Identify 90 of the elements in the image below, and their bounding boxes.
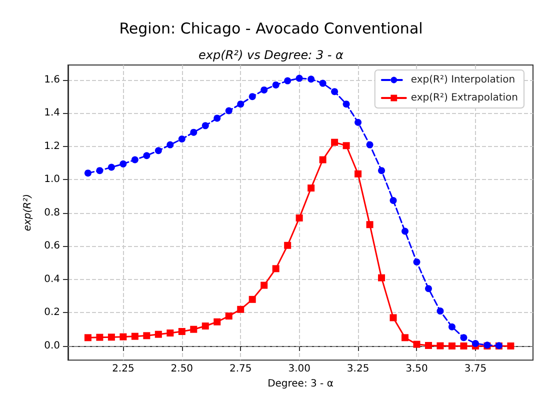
point bbox=[96, 167, 104, 174]
y-tick-label: 1.2 bbox=[44, 140, 60, 152]
point bbox=[436, 308, 444, 315]
point bbox=[166, 141, 174, 148]
point bbox=[84, 334, 92, 342]
point bbox=[366, 221, 374, 228]
point bbox=[354, 170, 362, 178]
point bbox=[472, 340, 479, 347]
point bbox=[284, 242, 292, 249]
point bbox=[131, 156, 138, 164]
point bbox=[460, 334, 468, 342]
y-tick-label: 0.4 bbox=[44, 274, 60, 285]
point bbox=[190, 326, 198, 333]
point bbox=[296, 74, 303, 82]
x-tick-label: 3.00 bbox=[288, 364, 310, 375]
point bbox=[402, 228, 409, 235]
y-tick-label: 0.6 bbox=[44, 240, 60, 252]
point bbox=[308, 184, 315, 192]
point bbox=[354, 118, 362, 126]
point bbox=[190, 128, 198, 136]
point bbox=[108, 334, 115, 341]
y-axis-title: exp(R²) bbox=[22, 194, 34, 232]
point bbox=[120, 333, 127, 340]
point bbox=[248, 296, 256, 303]
point bbox=[342, 142, 350, 150]
y-tick-label: 0.8 bbox=[44, 207, 60, 218]
point bbox=[390, 197, 397, 204]
y-tick-label: 1.6 bbox=[44, 74, 60, 86]
point bbox=[448, 342, 456, 350]
point bbox=[248, 93, 256, 100]
point bbox=[202, 322, 209, 330]
point bbox=[460, 342, 468, 350]
point bbox=[202, 122, 209, 130]
point bbox=[378, 274, 386, 282]
point bbox=[166, 330, 174, 336]
point bbox=[390, 314, 397, 322]
point bbox=[84, 170, 92, 177]
point bbox=[448, 323, 456, 330]
point bbox=[120, 160, 127, 168]
point bbox=[154, 147, 162, 154]
point bbox=[402, 334, 409, 342]
point bbox=[272, 81, 280, 88]
point bbox=[366, 141, 374, 148]
point bbox=[225, 107, 232, 114]
point bbox=[319, 156, 326, 164]
chart-title: Region: Chicago - Avocado Conventional bbox=[119, 20, 423, 38]
point bbox=[237, 100, 244, 108]
point bbox=[413, 340, 420, 348]
point bbox=[425, 285, 432, 292]
point bbox=[260, 86, 268, 94]
y-tick-label: 0.2 bbox=[44, 307, 60, 318]
x-tick-label: 2.25 bbox=[112, 364, 134, 375]
x-tick-label: 3.25 bbox=[346, 364, 370, 375]
point bbox=[178, 135, 186, 142]
point bbox=[308, 76, 315, 83]
x-tick-label: 3.75 bbox=[464, 364, 487, 375]
y-tick-label: 1.4 bbox=[44, 108, 60, 119]
point bbox=[131, 332, 138, 340]
y-tick-label: 1.0 bbox=[44, 174, 60, 186]
y-tick-label: 0.0 bbox=[44, 340, 60, 352]
x-tick-label: 2.75 bbox=[229, 364, 252, 375]
point bbox=[96, 334, 104, 341]
point bbox=[154, 330, 162, 338]
point bbox=[178, 328, 186, 336]
point bbox=[342, 100, 350, 108]
point bbox=[214, 318, 221, 326]
x-tick-label: 2.50 bbox=[170, 364, 194, 375]
point bbox=[260, 282, 268, 289]
point bbox=[108, 164, 115, 171]
point bbox=[284, 77, 292, 84]
point bbox=[378, 167, 386, 174]
point bbox=[272, 265, 280, 272]
point bbox=[225, 312, 232, 320]
point bbox=[424, 342, 432, 349]
point bbox=[143, 152, 150, 160]
point bbox=[413, 258, 420, 266]
point bbox=[507, 342, 514, 350]
point bbox=[331, 88, 338, 96]
point bbox=[214, 114, 221, 122]
point bbox=[436, 342, 444, 350]
point bbox=[296, 214, 303, 222]
point bbox=[319, 80, 326, 87]
legend-label: exp(R²) Extrapolation bbox=[410, 92, 518, 104]
x-axis-title: Degree: 3 - α bbox=[268, 378, 334, 390]
legend-label: exp(R²) Interpolation bbox=[410, 74, 516, 86]
point bbox=[143, 332, 150, 340]
point bbox=[331, 138, 338, 146]
x-tick-label: 3.50 bbox=[406, 364, 428, 375]
point bbox=[237, 306, 244, 313]
chart-subtitle: exp(R²) vs Degree: 3 - α bbox=[198, 48, 344, 62]
